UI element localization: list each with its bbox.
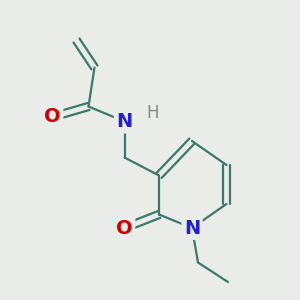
Text: N: N (116, 112, 133, 131)
Text: O: O (116, 218, 133, 238)
Text: O: O (44, 107, 61, 127)
Text: H: H (147, 103, 159, 122)
Text: N: N (184, 218, 200, 238)
